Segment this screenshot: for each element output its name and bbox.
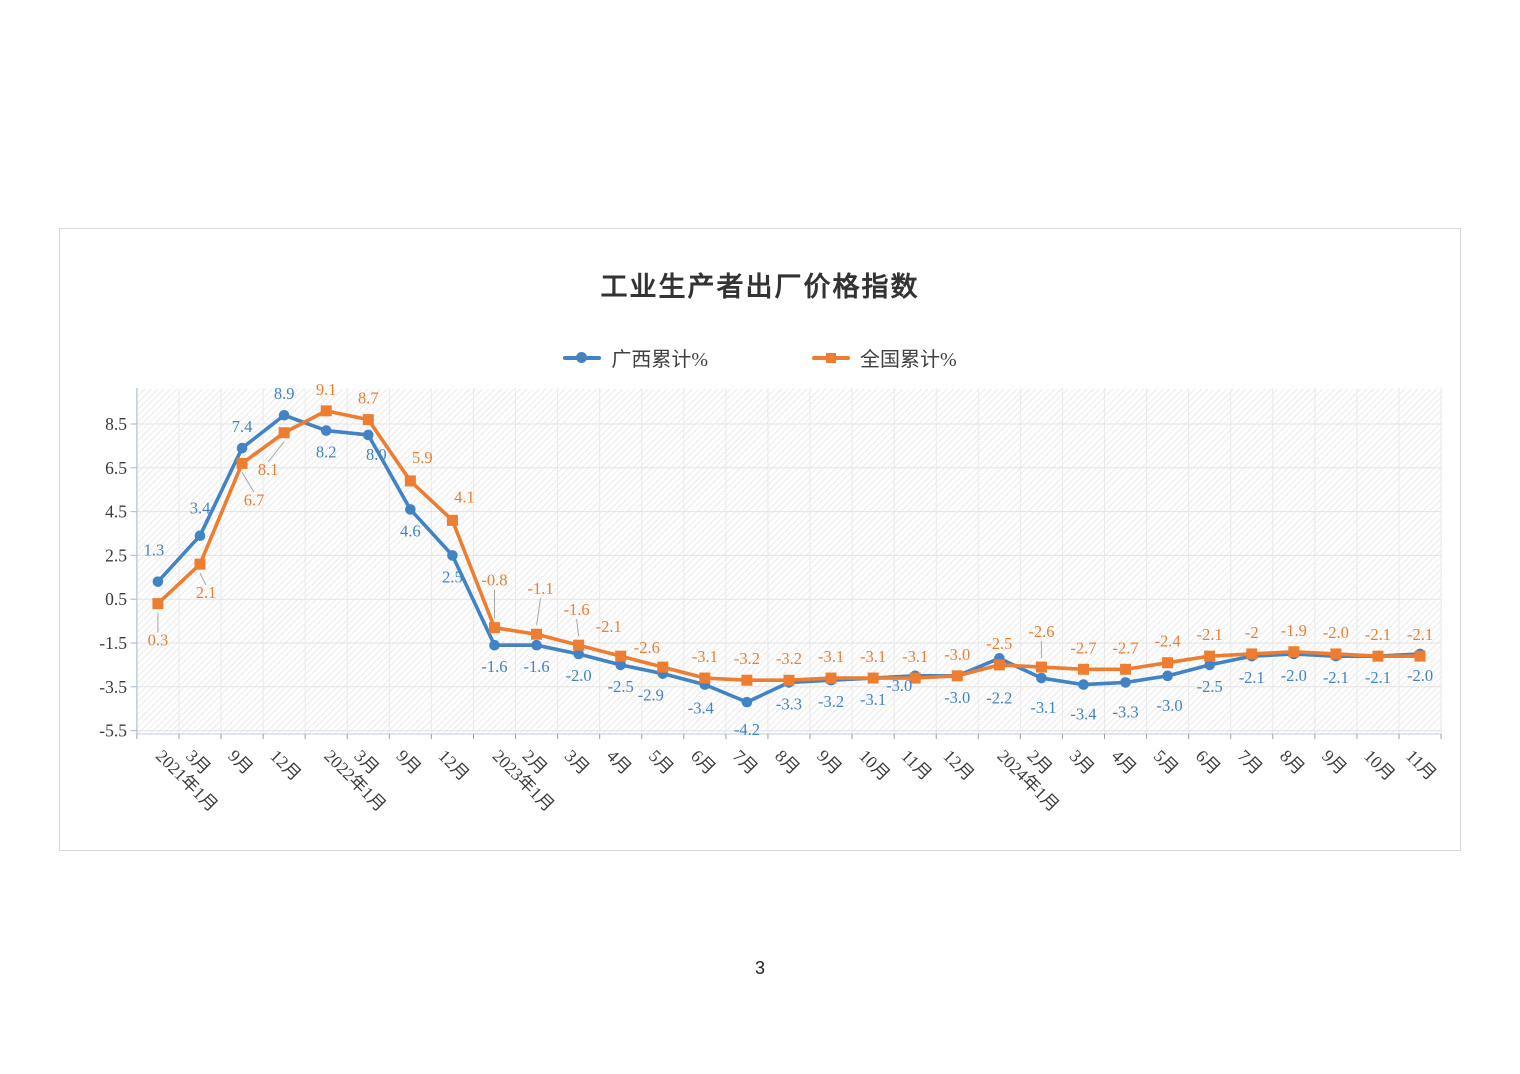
plot-area xyxy=(138,389,1442,735)
legend-item-guangxi: 广西累计% xyxy=(563,343,708,372)
legend-label-national: 全国累计% xyxy=(860,349,957,371)
legend-item-national: 全国累计% xyxy=(812,343,957,372)
legend-line-square-icon xyxy=(812,352,850,364)
chart-panel[interactable]: 工业生产者出厂价格指数 广西累计% 全国累计% xyxy=(59,228,1461,851)
page-number: 3 xyxy=(754,958,765,978)
chart-legend: 广西累计% 全国累计% xyxy=(60,343,1460,372)
legend-square-marker xyxy=(826,352,836,363)
legend-label-guangxi: 广西累计% xyxy=(611,349,708,371)
legend-line-circle-icon xyxy=(563,352,602,364)
legend-circle-marker xyxy=(576,352,588,363)
chart-title: 工业生产者出厂价格指数 xyxy=(600,272,920,302)
